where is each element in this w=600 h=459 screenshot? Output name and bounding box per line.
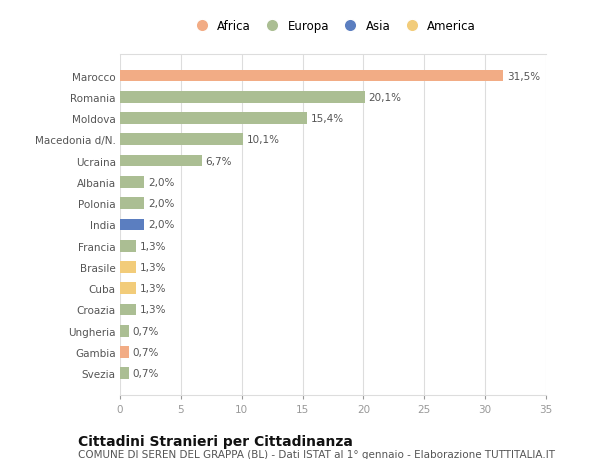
Text: Cittadini Stranieri per Cittadinanza: Cittadini Stranieri per Cittadinanza: [78, 434, 353, 448]
Bar: [120, 347, 128, 358]
Bar: [120, 71, 503, 82]
Legend: Africa, Europa, Asia, America: Africa, Europa, Asia, America: [190, 20, 476, 33]
Text: 15,4%: 15,4%: [311, 114, 344, 124]
Bar: [120, 156, 202, 167]
Bar: [120, 283, 136, 294]
Text: 0,7%: 0,7%: [132, 369, 158, 379]
Text: 20,1%: 20,1%: [368, 93, 401, 102]
Text: 1,3%: 1,3%: [139, 241, 166, 251]
Text: 0,7%: 0,7%: [132, 347, 158, 357]
Text: 2,0%: 2,0%: [148, 178, 175, 187]
Bar: [120, 241, 136, 252]
Text: COMUNE DI SEREN DEL GRAPPA (BL) - Dati ISTAT al 1° gennaio - Elaborazione TUTTIT: COMUNE DI SEREN DEL GRAPPA (BL) - Dati I…: [78, 449, 555, 459]
Bar: [120, 304, 136, 316]
Text: 2,0%: 2,0%: [148, 220, 175, 230]
Text: 2,0%: 2,0%: [148, 199, 175, 209]
Bar: [120, 134, 243, 146]
Bar: [120, 198, 145, 209]
Bar: [120, 368, 128, 379]
Bar: [120, 325, 128, 337]
Text: 1,3%: 1,3%: [139, 305, 166, 315]
Bar: [120, 177, 145, 188]
Bar: [120, 219, 145, 231]
Text: 31,5%: 31,5%: [507, 71, 540, 81]
Text: 10,1%: 10,1%: [247, 135, 280, 145]
Text: 6,7%: 6,7%: [205, 156, 232, 166]
Text: 1,3%: 1,3%: [139, 263, 166, 272]
Text: 0,7%: 0,7%: [132, 326, 158, 336]
Bar: [120, 262, 136, 273]
Text: 1,3%: 1,3%: [139, 284, 166, 294]
Bar: [120, 113, 307, 125]
Bar: [120, 92, 365, 103]
